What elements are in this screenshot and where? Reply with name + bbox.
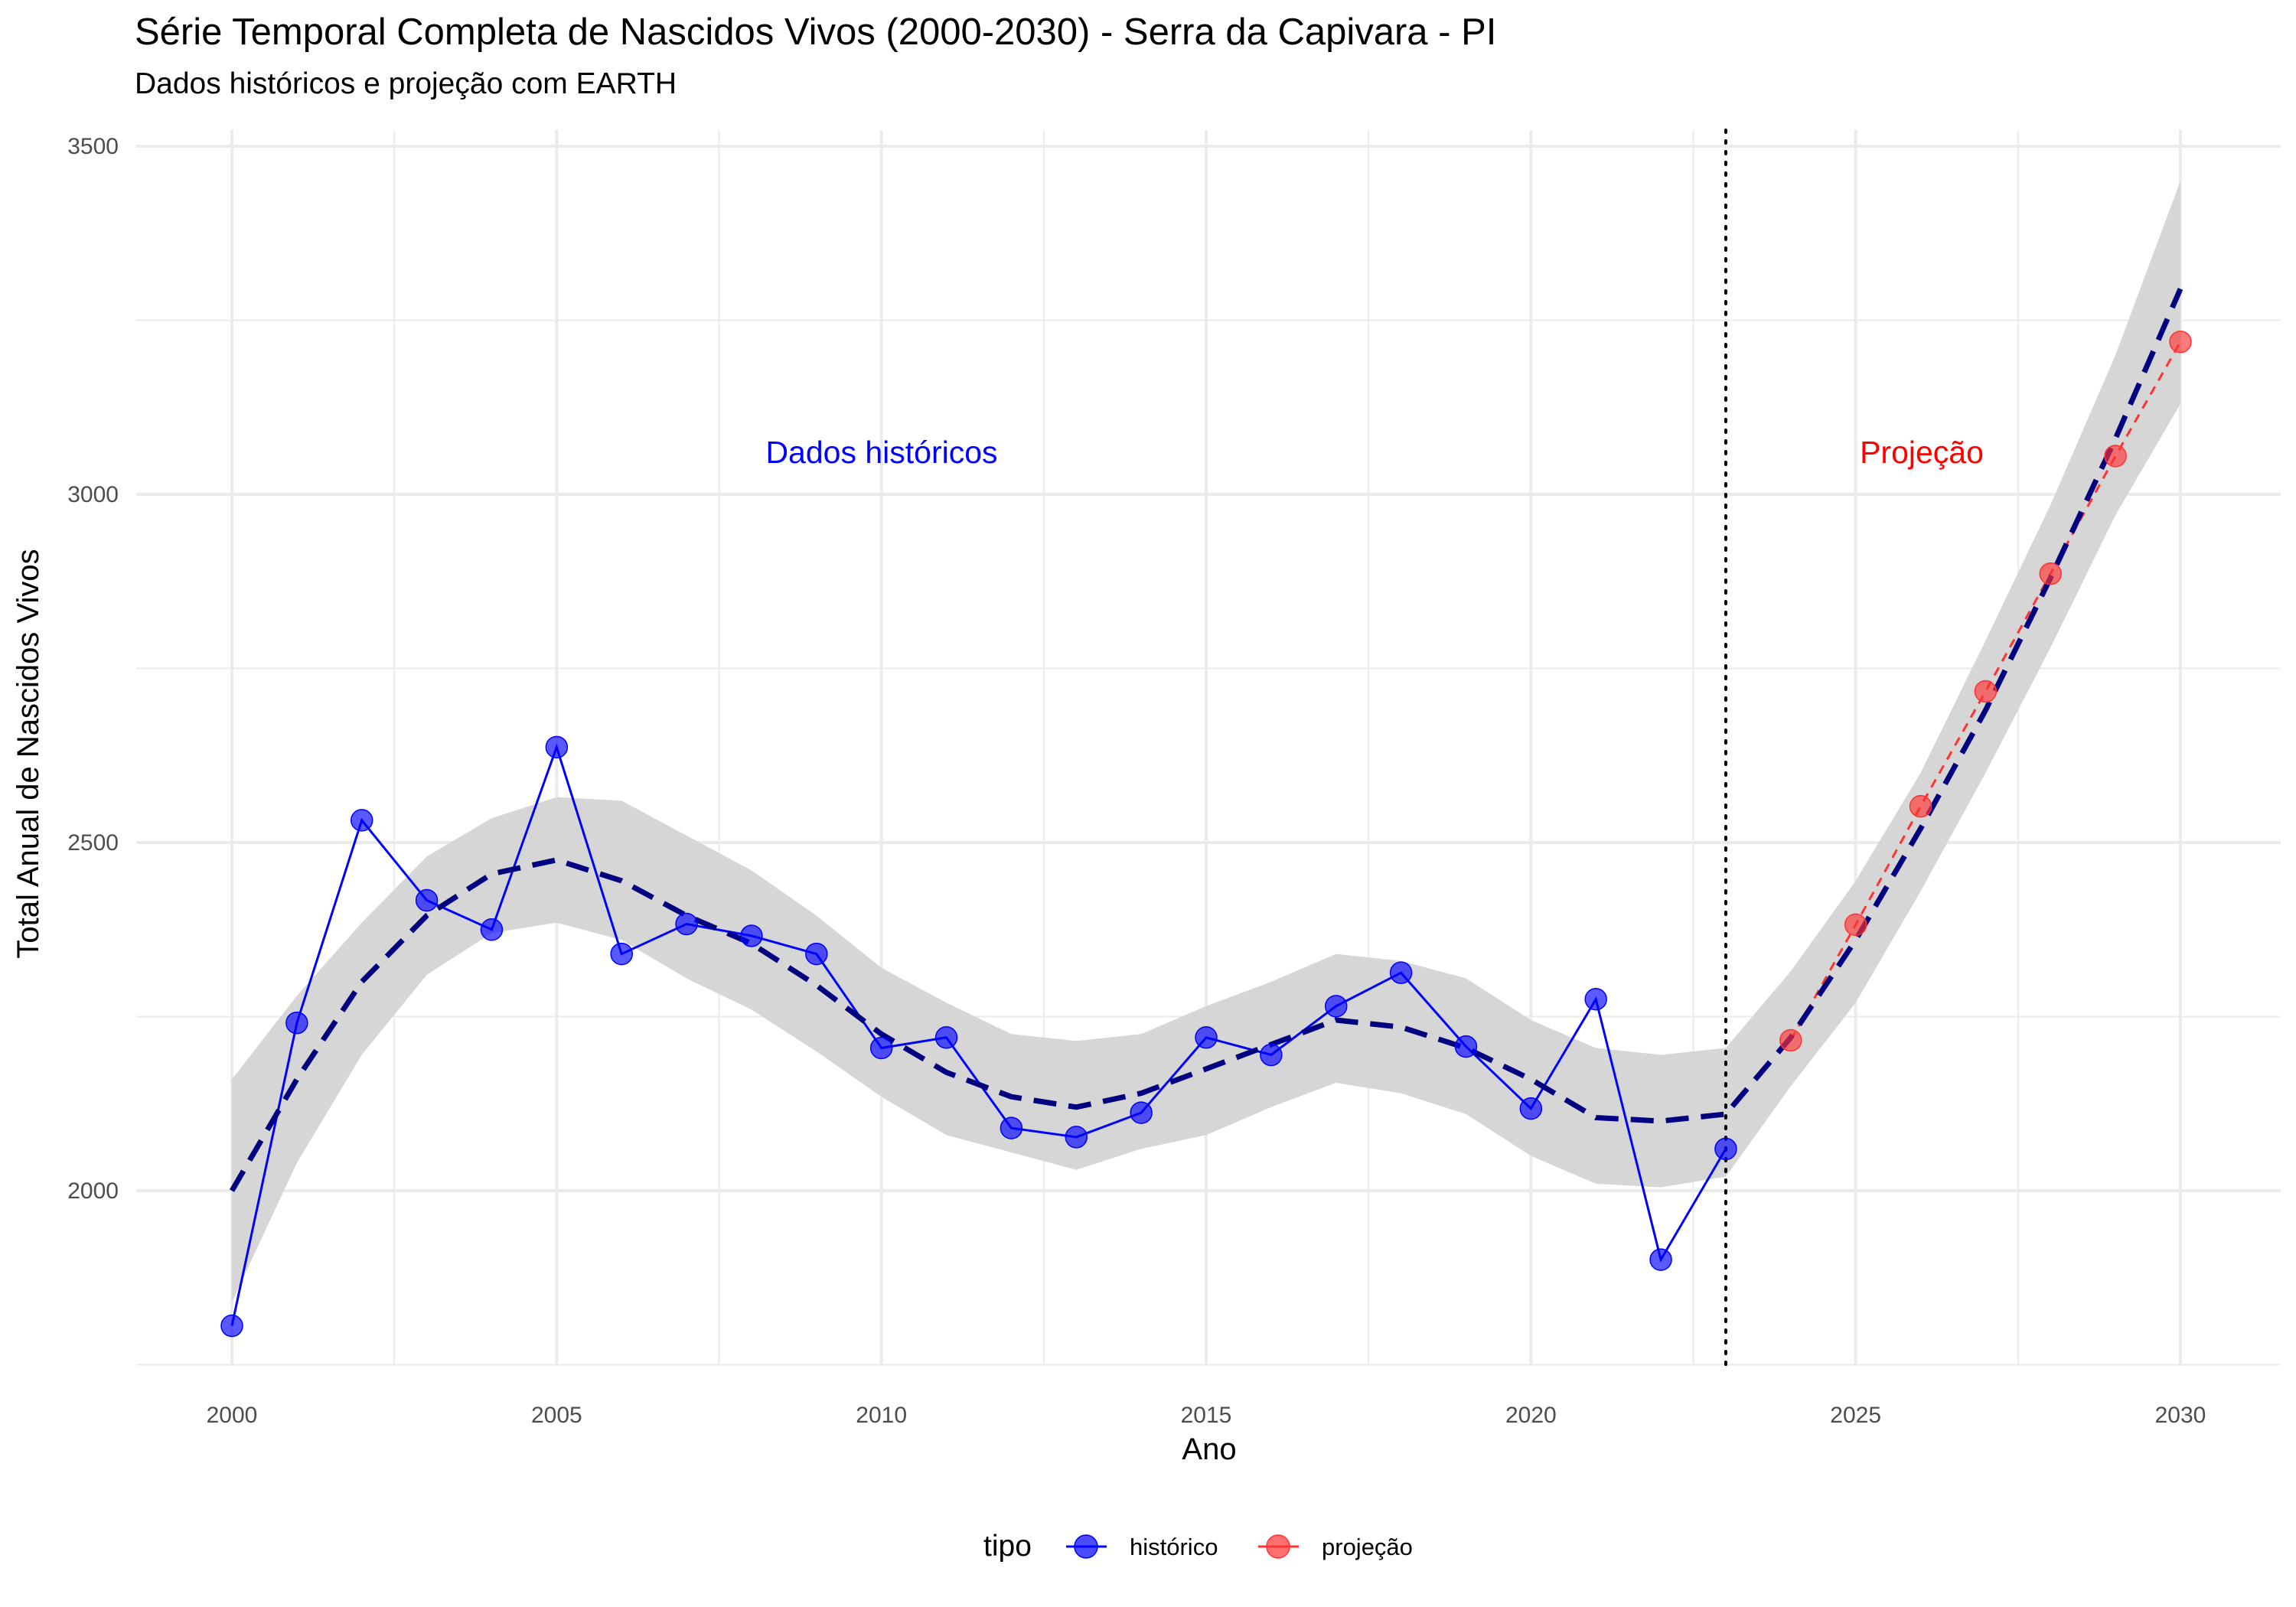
data-point-historico	[1130, 1101, 1153, 1124]
annotation-projection: Projeção	[1860, 435, 1984, 470]
data-point-historico	[805, 942, 828, 966]
legend-key-point-projecao	[1266, 1534, 1290, 1559]
data-point-historico	[1519, 1097, 1543, 1120]
x-tick-label: 2010	[856, 1403, 907, 1428]
data-point-historico	[1714, 1137, 1737, 1161]
y-tick-label: 2000	[67, 1178, 119, 1204]
trend-line	[229, 288, 2183, 1192]
data-point-historico	[1260, 1043, 1283, 1067]
y-tick-label: 2500	[67, 830, 119, 856]
trend-line-group	[229, 288, 2183, 1192]
chart-title: Série Temporal Completa de Nascidos Vivo…	[135, 11, 1497, 53]
legend-title: tipo	[983, 1530, 1032, 1563]
x-tick-label: 2030	[2155, 1403, 2206, 1428]
y-axis-label: Total Anual de Nascidos Vivos	[11, 549, 45, 958]
data-point-historico	[220, 1314, 243, 1338]
data-point-projecao	[2169, 330, 2192, 354]
data-point-historico	[1389, 961, 1413, 984]
data-point-historico	[1649, 1248, 1672, 1271]
data-point-historico	[675, 912, 698, 936]
data-point-historico	[1454, 1035, 1478, 1058]
data-point-projecao	[1909, 794, 1932, 818]
data-point-projecao	[1844, 913, 1867, 937]
data-point-historico	[1195, 1026, 1218, 1049]
data-point-historico	[285, 1011, 308, 1035]
chart-subtitle: Dados históricos e projeção com EARTH	[135, 67, 677, 100]
x-tick-label: 2005	[531, 1403, 582, 1428]
data-point-projecao	[2104, 445, 2127, 468]
annotation-historical: Dados históricos	[765, 435, 997, 470]
historical-points	[220, 735, 1737, 1338]
legend: tipo histórico projeção	[983, 1530, 1413, 1563]
data-point-historico	[934, 1026, 958, 1049]
confidence-ribbon	[232, 181, 2180, 1302]
legend-label-projecao: projeção	[1322, 1534, 1413, 1560]
legend-item-projecao: projeção	[1258, 1534, 1413, 1560]
data-point-historico	[610, 942, 633, 966]
data-point-historico	[1324, 995, 1348, 1018]
ribbon-area	[232, 181, 2180, 1302]
data-point-historico	[869, 1036, 893, 1060]
legend-item-historico: histórico	[1066, 1534, 1218, 1560]
x-tick-label: 2015	[1181, 1403, 1232, 1428]
x-axis-label: Ano	[1182, 1433, 1236, 1466]
data-point-historico	[740, 924, 763, 947]
data-point-historico	[415, 888, 439, 912]
data-point-historico	[1000, 1116, 1023, 1139]
projection-points	[1779, 330, 2192, 1052]
x-tick-label: 2025	[1830, 1403, 1881, 1428]
x-tick-label: 2020	[1505, 1403, 1557, 1428]
data-point-projecao	[1974, 680, 1998, 703]
x-tick-labels: 2000 2005 2010 2015 2020 2025 2030	[207, 1403, 2206, 1428]
data-point-historico	[350, 809, 373, 832]
y-tick-labels: 2000 2500 3000 3500	[67, 134, 119, 1204]
data-point-historico	[1065, 1126, 1088, 1149]
data-point-historico	[545, 735, 569, 759]
y-tick-label: 3000	[67, 482, 119, 507]
data-point-historico	[1584, 988, 1607, 1011]
x-tick-label: 2000	[207, 1403, 258, 1428]
legend-label-historico: histórico	[1130, 1534, 1218, 1560]
data-point-historico	[480, 918, 504, 941]
data-point-projecao	[2039, 562, 2063, 585]
data-point-projecao	[1779, 1028, 1802, 1052]
legend-key-point-historico	[1074, 1534, 1098, 1559]
y-tick-label: 3500	[67, 134, 119, 159]
